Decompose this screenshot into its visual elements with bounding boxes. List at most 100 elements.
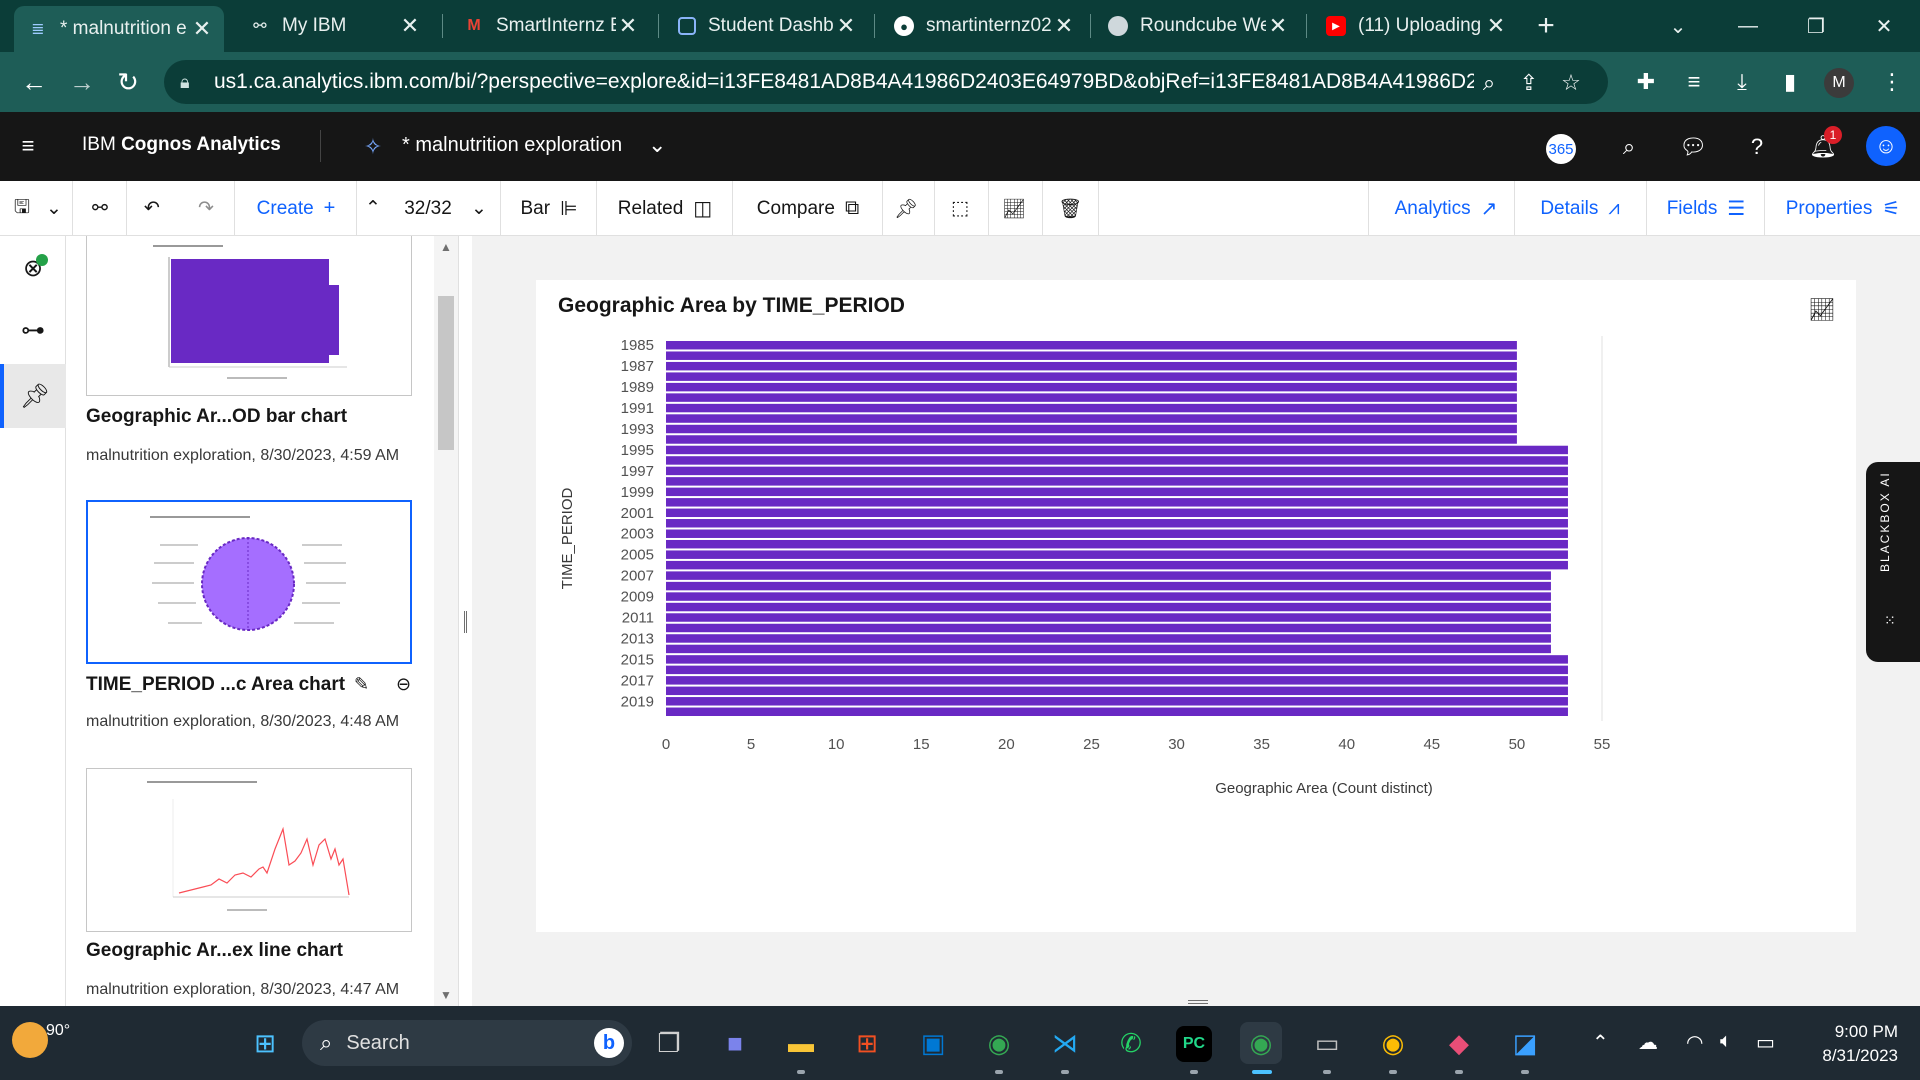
battery-icon[interactable]: ▭	[1756, 1032, 1775, 1054]
bar[interactable]	[666, 665, 1568, 675]
restore-icon[interactable]: ❐	[1807, 15, 1825, 38]
new-tab-plus-icon[interactable]: +	[1537, 9, 1555, 42]
vscode-icon[interactable]: ⋊	[1052, 1027, 1078, 1058]
microsoft-365-badge[interactable]: 365	[1546, 134, 1576, 164]
pin-title[interactable]: TIME_PERIOD ...c Area chart	[86, 674, 346, 695]
chrome-icon[interactable]: ◉	[987, 1027, 1011, 1058]
microsoft-store-icon[interactable]: ⊞	[856, 1027, 878, 1058]
bar[interactable]	[666, 382, 1517, 392]
bar[interactable]	[666, 707, 1568, 716]
redo-icon[interactable]: ↷	[198, 198, 214, 219]
bar[interactable]	[666, 676, 1568, 685]
bar[interactable]	[666, 487, 1568, 497]
bookmark-star-icon[interactable]: ☆	[1561, 70, 1581, 95]
download-icon[interactable]: ⤓	[1737, 69, 1747, 94]
bar[interactable]	[666, 571, 1551, 580]
pin-thumbnail-line-chart[interactable]	[86, 768, 412, 932]
tab-search-chevron-icon[interactable]: ⌄	[1669, 15, 1687, 38]
bar[interactable]	[666, 414, 1517, 423]
share-icon[interactable]: ⇪	[1519, 70, 1539, 95]
tab-my-ibm[interactable]: ⚯ My IBM ✕	[236, 8, 432, 44]
bar[interactable]	[666, 445, 1568, 455]
bar[interactable]	[666, 351, 1517, 360]
bar[interactable]	[666, 435, 1517, 444]
pin-thumbnail-area-chart[interactable]	[86, 500, 412, 664]
media-queue-icon[interactable]: ≡	[1687, 69, 1701, 94]
share-nodes-icon[interactable]: ⚯	[92, 198, 108, 219]
outlook-app-icon[interactable]: ▣	[920, 1027, 946, 1058]
bar[interactable]	[666, 498, 1568, 507]
more-options-icon[interactable]: ⊖	[396, 674, 412, 694]
bar[interactable]	[666, 508, 1568, 518]
delete-trash-icon[interactable]: 🗑︎	[1057, 198, 1083, 220]
pin-title[interactable]: Geographic Ar...OD bar chart	[86, 406, 348, 427]
bar[interactable]	[666, 697, 1568, 706]
undo-icon[interactable]: ↶	[144, 198, 160, 219]
canvas-resize-grip[interactable]	[1188, 1000, 1208, 1004]
assistant-chat-icon[interactable]: 💬︎	[1679, 134, 1707, 159]
system-clock[interactable]: 9:00 PM 8/31/2023	[1808, 1020, 1898, 1068]
help-icon[interactable]: ?	[1750, 134, 1764, 159]
close-icon[interactable]: ✕	[836, 13, 856, 38]
weather-widget[interactable]: 90°	[12, 1022, 70, 1058]
bar[interactable]	[666, 456, 1568, 465]
scroll-up-arrow-icon[interactable]: ▲	[440, 240, 452, 254]
tray-overflow-chevron-icon[interactable]: ⌃	[1592, 1032, 1609, 1054]
wifi-icon[interactable]: ◠	[1686, 1032, 1704, 1054]
bar[interactable]	[666, 634, 1551, 643]
close-icon[interactable]: ✕	[192, 16, 212, 41]
paint-app-icon[interactable]: ◪	[1512, 1027, 1538, 1058]
bar[interactable]	[666, 477, 1568, 486]
blackbox-ai-widget[interactable]: BLACKBOX AI ⁙	[1866, 462, 1920, 662]
bar[interactable]	[666, 550, 1568, 559]
bar[interactable]	[666, 613, 1551, 622]
select-area-icon[interactable]: ⬚	[951, 198, 969, 219]
ai-assistant-icon[interactable]: ⊗	[0, 236, 66, 300]
related-button[interactable]: Related ◫	[602, 181, 728, 236]
side-panel-icon[interactable]: ▮	[1783, 69, 1797, 94]
analytics-button[interactable]: Analytics ↗	[1376, 181, 1516, 236]
back-arrow-icon[interactable]: ←	[21, 66, 47, 97]
pins-panel-icon[interactable]: 📌︎	[0, 364, 66, 428]
insights-line-icon[interactable]: 📈︎	[1001, 198, 1027, 220]
chevron-down-icon[interactable]: ⌄	[648, 132, 667, 157]
gitkraken-icon[interactable]: ◆	[1449, 1027, 1469, 1058]
pycharm-icon[interactable]: PC	[1176, 1026, 1212, 1062]
onedrive-cloud-icon[interactable]: ☁	[1638, 1032, 1658, 1054]
tab-student-dashboard[interactable]: Student Dashb ✕	[664, 8, 868, 44]
data-tree-icon[interactable]: ⊶	[21, 316, 45, 344]
url-text[interactable]: us1.ca.analytics.ibm.com/bi/?perspective…	[214, 70, 1474, 93]
chart-insights-icon[interactable]: 📈︎	[1808, 297, 1836, 322]
tab-roundcube[interactable]: Roundcube We ✕	[1094, 8, 1300, 44]
visualization-card[interactable]: Geographic Area by TIME_PERIOD 📈︎ 1985 19…	[536, 280, 1856, 932]
bar[interactable]	[666, 393, 1517, 402]
extensions-puzzle-icon[interactable]: ✚	[1636, 69, 1656, 94]
details-button[interactable]: Details ⩘	[1518, 181, 1642, 236]
close-icon[interactable]: ✕	[618, 13, 638, 38]
bar[interactable]	[666, 623, 1551, 633]
pins-panel-scrollbar[interactable]: ▲ ▼	[434, 236, 458, 1006]
reload-icon[interactable]: ↻	[117, 66, 139, 97]
bar[interactable]	[666, 403, 1517, 413]
teams-chat-icon[interactable]: ■	[727, 1027, 743, 1058]
bar[interactable]	[666, 466, 1568, 476]
fields-button[interactable]: Fields ☰	[1650, 181, 1762, 236]
window-close-icon[interactable]: ✕	[1875, 15, 1893, 38]
terminal-icon[interactable]: ▭	[1314, 1027, 1340, 1058]
bar[interactable]	[666, 424, 1517, 434]
edit-pencil-icon[interactable]: ✎	[354, 674, 370, 694]
panel-resize-handle[interactable]	[458, 236, 472, 1006]
chevron-down-icon[interactable]: ⌄	[471, 198, 487, 219]
windows-start-icon[interactable]: ⊞	[254, 1027, 276, 1058]
create-button[interactable]: Create +	[240, 181, 352, 236]
close-icon[interactable]: ✕	[1486, 13, 1506, 38]
exploration-title[interactable]: * malnutrition exploration	[402, 134, 623, 156]
forward-arrow-icon[interactable]: →	[69, 66, 95, 97]
user-account-icon[interactable]: ☺	[1866, 126, 1906, 166]
tab-github[interactable]: ● smartinternz02 ✕	[880, 8, 1086, 44]
address-bar[interactable]: 🔒︎ us1.ca.analytics.ibm.com/bi/?perspect…	[164, 60, 1608, 104]
tab-smartinternz-email[interactable]: M SmartInternz E ✕	[450, 8, 650, 44]
bar[interactable]	[666, 581, 1551, 591]
bar[interactable]	[666, 539, 1568, 549]
whatsapp-icon[interactable]: ✆	[1120, 1027, 1142, 1058]
